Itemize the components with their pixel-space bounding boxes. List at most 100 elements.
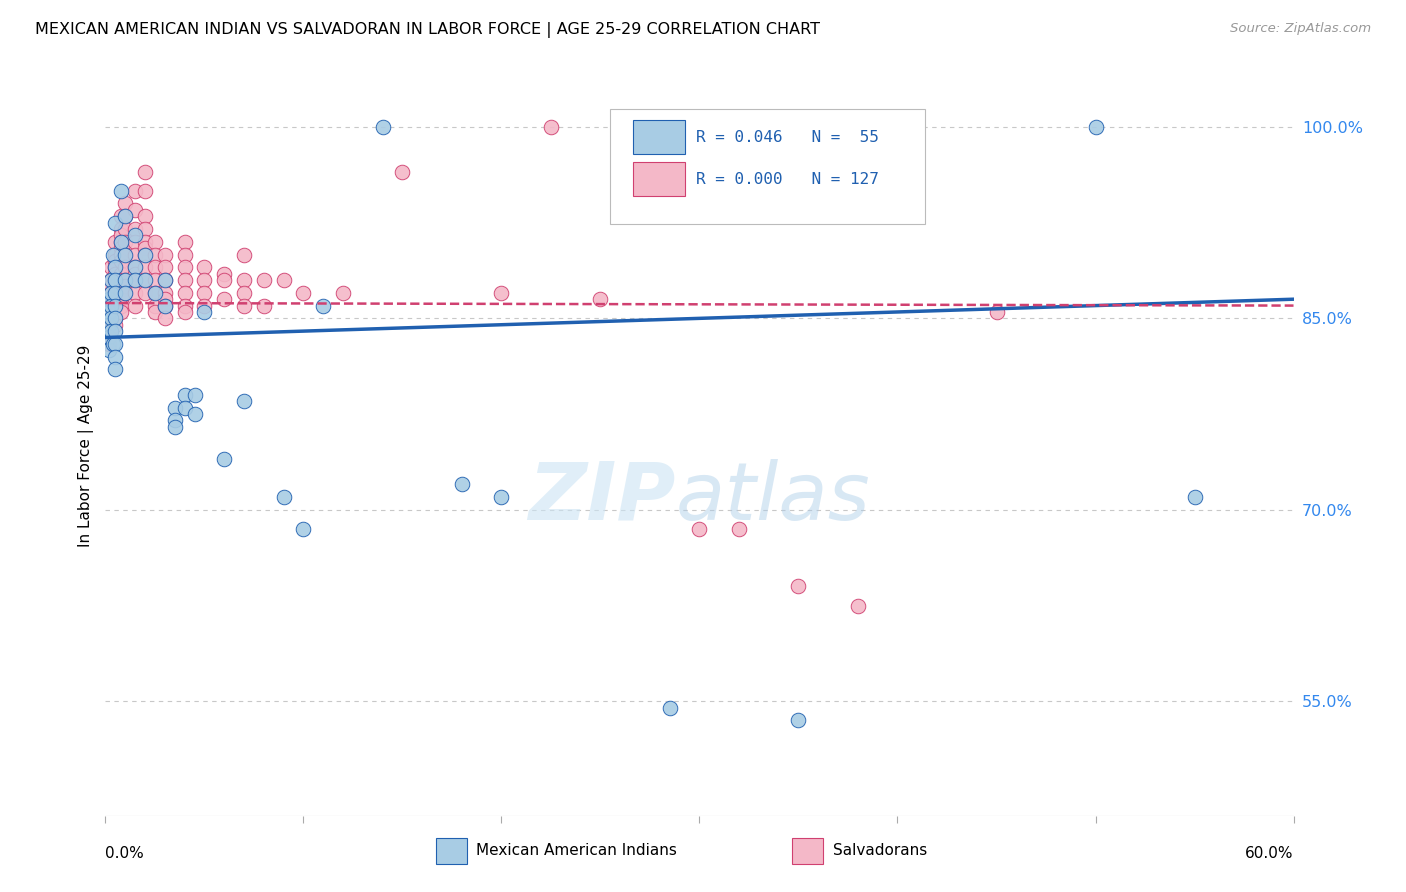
Text: 0.0%: 0.0%	[105, 846, 145, 861]
Text: atlas: atlas	[676, 458, 870, 537]
Point	[114, 285, 136, 300]
Point	[214, 273, 236, 287]
Point	[233, 394, 256, 409]
Point	[98, 305, 121, 319]
Point	[104, 362, 127, 376]
Y-axis label: In Labor Force | Age 25-29: In Labor Force | Age 25-29	[79, 345, 94, 547]
Point	[124, 202, 146, 217]
Point	[153, 260, 176, 275]
Point	[124, 273, 146, 287]
Point	[114, 247, 136, 261]
Point	[100, 285, 122, 300]
Point	[104, 260, 127, 275]
Point	[110, 209, 132, 223]
Point	[110, 241, 132, 255]
Point	[173, 235, 195, 249]
Point	[110, 184, 132, 198]
Point	[124, 285, 146, 300]
Point	[173, 401, 195, 415]
Point	[100, 324, 122, 338]
Point	[98, 311, 121, 326]
Point	[153, 285, 176, 300]
Text: R = 0.000   N = 127: R = 0.000 N = 127	[696, 172, 879, 187]
Point	[292, 285, 315, 300]
Text: 60.0%: 60.0%	[1246, 846, 1294, 861]
Point	[98, 318, 121, 332]
Point	[98, 305, 121, 319]
Point	[233, 273, 256, 287]
Point	[104, 285, 127, 300]
Point	[100, 305, 122, 319]
Point	[193, 299, 215, 313]
Point	[104, 273, 127, 287]
Point	[104, 279, 127, 293]
Point	[193, 260, 215, 275]
Point	[173, 247, 195, 261]
Point	[124, 222, 146, 236]
Point	[233, 285, 256, 300]
Point	[214, 292, 236, 306]
Point	[114, 247, 136, 261]
Point	[491, 490, 513, 504]
Point	[1084, 120, 1107, 134]
Point	[143, 299, 166, 313]
Point	[332, 285, 354, 300]
Point	[114, 196, 136, 211]
Point	[153, 299, 176, 313]
Point	[100, 285, 122, 300]
Point	[173, 305, 195, 319]
Point	[100, 273, 122, 287]
Point	[153, 311, 176, 326]
Point	[193, 273, 215, 287]
Text: Source: ZipAtlas.com: Source: ZipAtlas.com	[1230, 22, 1371, 36]
Point	[143, 305, 166, 319]
Point	[214, 451, 236, 466]
FancyBboxPatch shape	[633, 120, 685, 154]
Point	[114, 222, 136, 236]
Point	[114, 209, 136, 223]
Point	[134, 247, 156, 261]
Point	[540, 120, 562, 134]
Point	[100, 260, 122, 275]
Point	[450, 477, 472, 491]
Point	[173, 273, 195, 287]
Point	[98, 292, 121, 306]
Point	[98, 330, 121, 344]
Point	[124, 260, 146, 275]
FancyBboxPatch shape	[633, 162, 685, 196]
Point	[100, 311, 122, 326]
FancyBboxPatch shape	[792, 838, 823, 863]
Point	[103, 337, 125, 351]
Point	[110, 267, 132, 281]
Point	[104, 318, 127, 332]
Point	[183, 388, 205, 402]
Point	[100, 299, 122, 313]
Point	[143, 285, 166, 300]
Point	[100, 273, 122, 287]
Point	[273, 490, 295, 504]
FancyBboxPatch shape	[610, 109, 925, 224]
Point	[312, 299, 335, 313]
Text: MEXICAN AMERICAN INDIAN VS SALVADORAN IN LABOR FORCE | AGE 25-29 CORRELATION CHA: MEXICAN AMERICAN INDIAN VS SALVADORAN IN…	[35, 22, 820, 38]
Point	[104, 337, 127, 351]
Point	[124, 299, 146, 313]
Point	[110, 305, 132, 319]
Text: ZIP: ZIP	[529, 458, 676, 537]
Point	[134, 184, 156, 198]
Point	[110, 273, 132, 287]
Point	[163, 413, 186, 427]
Point	[143, 273, 166, 287]
Point	[253, 273, 276, 287]
Point	[173, 285, 195, 300]
Point	[173, 388, 195, 402]
Point	[110, 285, 132, 300]
Point	[143, 247, 166, 261]
Point	[104, 216, 127, 230]
Point	[124, 260, 146, 275]
Point	[134, 235, 156, 249]
Point	[98, 343, 121, 358]
Point	[153, 273, 176, 287]
Point	[98, 337, 121, 351]
Point	[124, 228, 146, 243]
Point	[134, 164, 156, 178]
